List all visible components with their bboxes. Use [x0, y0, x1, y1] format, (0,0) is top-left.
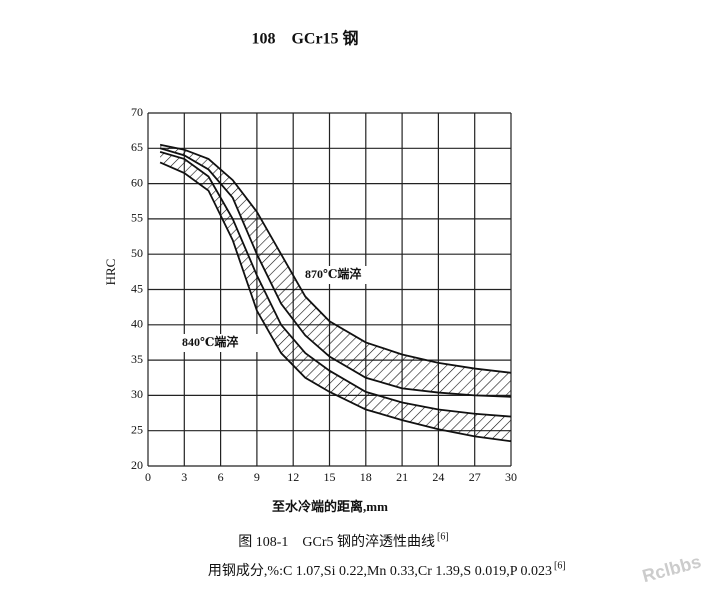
y-tick-label: 60: [131, 175, 143, 189]
x-tick-label: 21: [396, 470, 408, 484]
composition: 用钢成分,%:C 1.07,Si 0.22,Mn 0.33,Cr 1.39,S …: [208, 563, 552, 579]
y-tick-label: 35: [131, 352, 143, 366]
y-tick-label: 70: [131, 105, 143, 119]
hatched-band: [160, 144, 511, 397]
y-tick-label: 50: [131, 246, 143, 260]
watermark: Rclbbs: [640, 551, 703, 586]
x-tick-label: 9: [254, 470, 260, 484]
y-tick-label: 45: [131, 281, 143, 295]
x-tick-label: 3: [181, 470, 187, 484]
label-bg: [178, 334, 258, 352]
y-tick-label: 30: [131, 387, 143, 401]
y-tick-label: 40: [131, 317, 143, 331]
hatched-band: [160, 151, 511, 442]
composition-ref: [6]: [554, 560, 566, 571]
label-bg: [300, 266, 382, 284]
x-tick-label: 18: [360, 470, 372, 484]
x-axis-label: 至水冷端的距离,mm: [272, 499, 388, 514]
y-tick-label: 65: [131, 140, 143, 154]
y-tick-label: 25: [131, 422, 143, 436]
band-upper: [159, 143, 512, 374]
band-lower: [159, 147, 512, 398]
x-tick-label: 24: [432, 470, 444, 484]
x-tick-label: 30: [505, 470, 517, 484]
x-tick-label: 0: [145, 470, 151, 484]
x-tick-label: 12: [287, 470, 299, 484]
series-label: 840℃端淬: [182, 334, 238, 349]
x-tick-label: 15: [324, 470, 336, 484]
caption: 图 108-1 GCr5 钢的淬透性曲线: [238, 534, 435, 550]
chart-title: 108 GCr15 钢: [251, 29, 358, 48]
y-tick-label: 55: [131, 211, 143, 225]
x-tick-label: 27: [469, 470, 481, 484]
y-tick-label: 20: [131, 458, 143, 472]
band-lower: [159, 161, 512, 443]
series-label: 870℃端淬: [305, 266, 361, 281]
band-upper: [159, 150, 512, 418]
caption-ref: [6]: [437, 531, 449, 542]
x-tick-label: 6: [218, 470, 224, 484]
y-axis-label: HRC: [103, 259, 118, 286]
